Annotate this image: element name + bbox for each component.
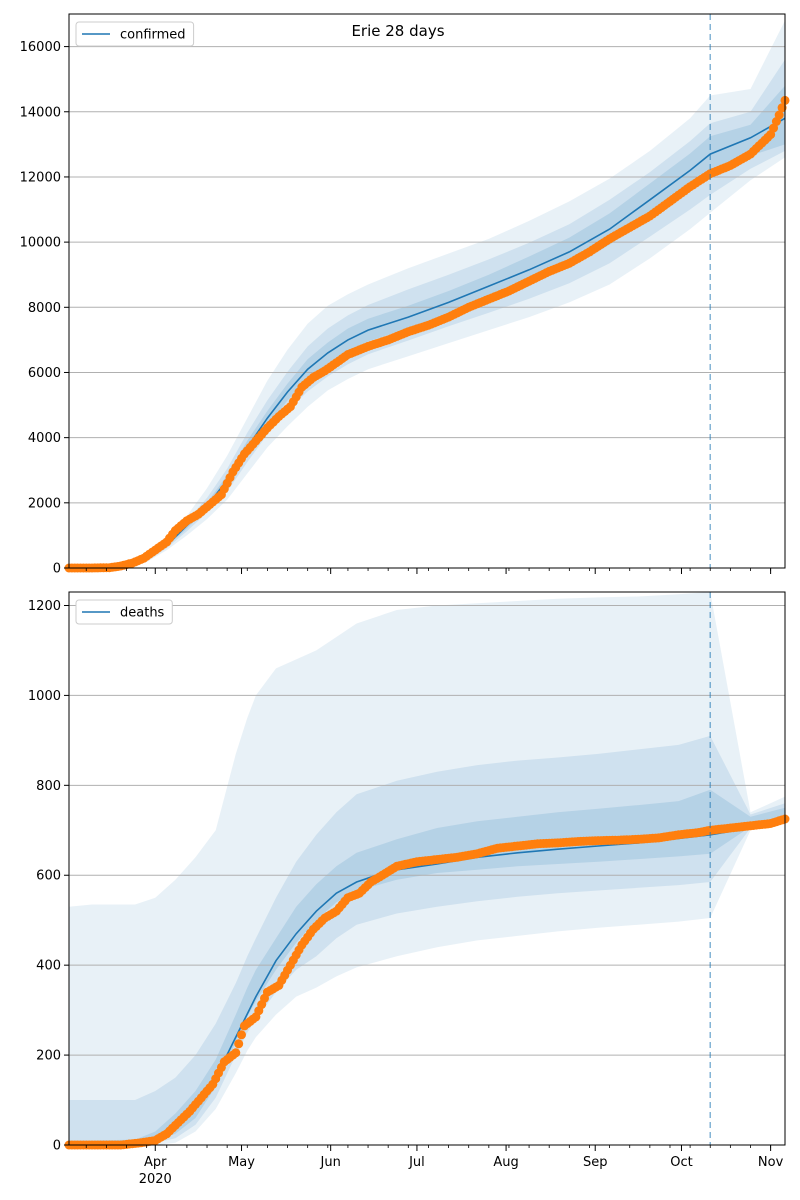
deaths-panel: 0 200 400 600 800 1000 1200 Apr 2020 May Jun Jul Au…	[28, 591, 790, 1187]
confirmed-legend: confirmed	[75, 21, 195, 47]
y-tick-label: 2000	[28, 496, 61, 511]
confirmed-y-axis: 0 2000 4000 6000 8000 10000 12000 14000 16000	[20, 40, 69, 577]
uncertainty-band-2	[69, 59, 785, 568]
deaths-uncertainty-bands	[69, 592, 785, 1145]
x-tick-label: Aug	[493, 1155, 518, 1170]
confirmed-uncertainty-bands	[69, 20, 785, 568]
legend-box	[75, 599, 173, 625]
confirmed-axes-frame	[68, 13, 786, 569]
y-tick-label: 14000	[20, 105, 61, 120]
y-tick-label: 1200	[28, 599, 61, 614]
deaths-axes-frame	[68, 591, 786, 1146]
confirmed-gridlines	[69, 46, 785, 569]
observed-point	[774, 110, 784, 120]
y-tick-label: 0	[53, 562, 61, 577]
deaths-legend: deaths	[75, 599, 173, 625]
y-tick-label: 400	[36, 959, 61, 974]
confirmed-x-axis	[85, 568, 772, 574]
deaths-y-axis: 0 200 400 600 800 1000 1200	[28, 599, 69, 1154]
deaths-observed-points	[64, 814, 790, 1150]
y-tick-label: 12000	[20, 170, 61, 185]
y-tick-label: 1000	[28, 689, 61, 704]
x-tick-year-label: 2020	[139, 1172, 172, 1187]
uncertainty-band-1	[69, 592, 785, 1145]
y-tick-label: 16000	[20, 40, 61, 55]
y-tick-label: 200	[36, 1049, 61, 1064]
confirmed-observed-points	[64, 95, 790, 573]
observed-point	[231, 1048, 241, 1058]
y-tick-label: 8000	[28, 301, 61, 316]
observed-point	[234, 1039, 244, 1049]
y-tick-label: 6000	[28, 366, 61, 381]
y-tick-label: 0	[53, 1139, 61, 1154]
deaths-x-axis: Apr 2020 May Jun Jul Aug Sep Oct Nov	[85, 1145, 784, 1187]
x-tick-label: Jul	[408, 1155, 425, 1170]
uncertainty-band-1	[69, 20, 785, 568]
x-tick-label: Nov	[758, 1155, 784, 1170]
y-tick-label: 4000	[28, 431, 61, 446]
y-tick-label: 800	[36, 779, 61, 794]
observed-point	[237, 1030, 246, 1040]
x-tick-label: Oct	[670, 1155, 692, 1170]
legend-box	[75, 21, 195, 47]
legend-label: deaths	[120, 606, 165, 621]
legend-label: confirmed	[120, 28, 186, 43]
y-tick-label: 600	[36, 869, 61, 884]
confirmed-panel: 0 2000 4000 6000 8000 10000 12000 14000 16000 co…	[20, 13, 790, 577]
chart-title: Erie 28 days	[351, 22, 444, 40]
y-tick-label: 10000	[20, 236, 61, 251]
observed-point	[777, 103, 787, 113]
x-tick-label: May	[228, 1155, 255, 1170]
x-tick-label: Apr	[144, 1155, 167, 1170]
x-tick-label: Jun	[320, 1155, 341, 1170]
x-tick-label: Sep	[583, 1155, 608, 1170]
